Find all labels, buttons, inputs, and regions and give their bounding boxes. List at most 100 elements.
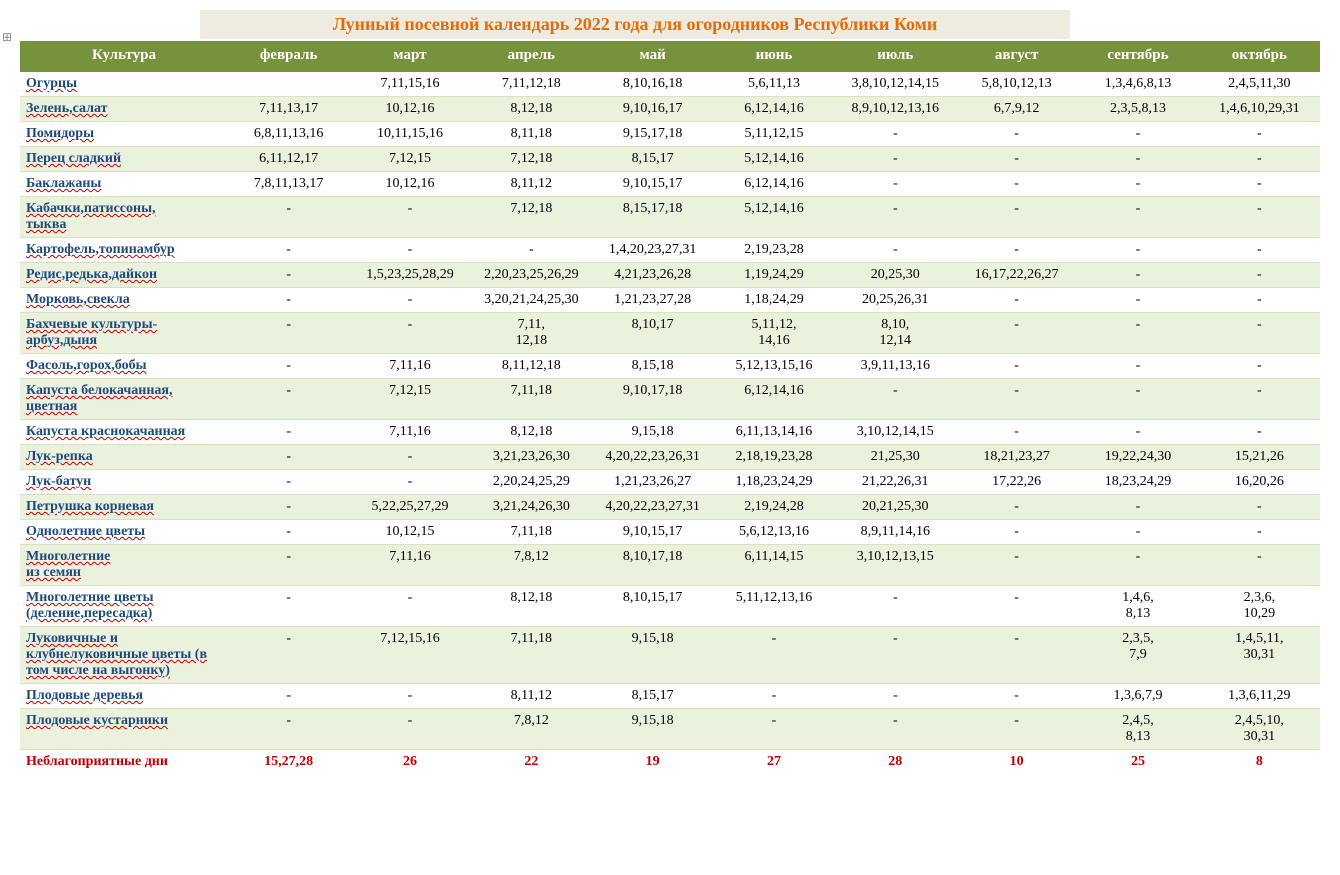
value-cell: 16,20,26 xyxy=(1199,470,1320,495)
col-month: февраль xyxy=(228,41,349,71)
value-cell: - xyxy=(835,709,956,750)
value-cell: 8,12,18 xyxy=(471,586,592,627)
value-cell: 8 xyxy=(1199,750,1320,775)
table-row: Капуста белокачанная, цветная-7,12,157,1… xyxy=(20,379,1320,420)
table-row: Помидоры6,8,11,13,1610,11,15,168,11,189,… xyxy=(20,122,1320,147)
value-cell: - xyxy=(228,520,349,545)
value-cell: - xyxy=(1199,122,1320,147)
table-row: Петрушка корневая-5,22,25,27,293,21,24,2… xyxy=(20,495,1320,520)
value-cell: - xyxy=(1199,520,1320,545)
value-cell: - xyxy=(1077,545,1198,586)
value-cell: - xyxy=(228,545,349,586)
value-cell: 5,11,12,13,16 xyxy=(713,586,834,627)
value-cell: 6,12,14,16 xyxy=(713,379,834,420)
table-row: Однолетние цветы-10,12,157,11,189,10,15,… xyxy=(20,520,1320,545)
value-cell: 6,11,12,17 xyxy=(228,147,349,172)
value-cell: - xyxy=(713,709,834,750)
culture-cell: Плодовые кустарники xyxy=(20,709,228,750)
value-cell: 20,25,26,31 xyxy=(835,288,956,313)
value-cell: - xyxy=(1077,313,1198,354)
value-cell: - xyxy=(1077,263,1198,288)
value-cell: 7,11,16 xyxy=(349,420,470,445)
value-cell: - xyxy=(349,313,470,354)
value-cell: 6,7,9,12 xyxy=(956,97,1077,122)
value-cell: - xyxy=(956,122,1077,147)
value-cell: 4,20,22,23,26,31 xyxy=(592,445,713,470)
value-cell: - xyxy=(228,495,349,520)
value-cell: 8,10,15,17 xyxy=(592,586,713,627)
value-cell: 1,4,6, 8,13 xyxy=(1077,586,1198,627)
value-cell: - xyxy=(956,238,1077,263)
culture-cell: Плодовые деревья xyxy=(20,684,228,709)
table-row: Морковь,свекла--3,20,21,24,25,301,21,23,… xyxy=(20,288,1320,313)
value-cell: 9,10,16,17 xyxy=(592,97,713,122)
culture-cell: Морковь,свекла xyxy=(20,288,228,313)
bad-days-row: Неблагоприятные дни15,27,282622192728102… xyxy=(20,750,1320,775)
value-cell: - xyxy=(713,627,834,684)
value-cell: - xyxy=(1077,288,1198,313)
value-cell: - xyxy=(228,627,349,684)
value-cell: 7,11,18 xyxy=(471,627,592,684)
table-row: Луковичные и клубнелуковичные цветы (в т… xyxy=(20,627,1320,684)
value-cell: 2,4,5,10, 30,31 xyxy=(1199,709,1320,750)
value-cell: - xyxy=(349,197,470,238)
value-cell: 5,12,13,15,16 xyxy=(713,354,834,379)
value-cell: 21,25,30 xyxy=(835,445,956,470)
value-cell: 9,10,15,17 xyxy=(592,172,713,197)
value-cell: - xyxy=(1077,354,1198,379)
value-cell: 2,18,19,23,28 xyxy=(713,445,834,470)
table-row: Картофель,топинамбур---1,4,20,23,27,312,… xyxy=(20,238,1320,263)
value-cell: - xyxy=(956,354,1077,379)
value-cell: 8,10,17,18 xyxy=(592,545,713,586)
anchor-icon: ⊞ xyxy=(2,30,12,45)
value-cell: 5,12,14,16 xyxy=(713,197,834,238)
value-cell: - xyxy=(1199,495,1320,520)
value-cell: - xyxy=(1077,238,1198,263)
value-cell: 5,6,12,13,16 xyxy=(713,520,834,545)
col-culture: Культура xyxy=(20,41,228,71)
value-cell: - xyxy=(1199,313,1320,354)
table-row: Лук-батун--2,20,24,25,291,21,23,26,271,1… xyxy=(20,470,1320,495)
value-cell: - xyxy=(956,313,1077,354)
table-row: Кабачки,патиссоны, тыква--7,12,188,15,17… xyxy=(20,197,1320,238)
value-cell: 3,21,24,26,30 xyxy=(471,495,592,520)
value-cell: - xyxy=(1077,122,1198,147)
value-cell: 1,18,23,24,29 xyxy=(713,470,834,495)
col-month: апрель xyxy=(471,41,592,71)
value-cell: 9,15,18 xyxy=(592,420,713,445)
col-month: август xyxy=(956,41,1077,71)
value-cell: 3,9,11,13,16 xyxy=(835,354,956,379)
table-row: Зелень,салат7,11,13,1710,12,168,12,189,1… xyxy=(20,97,1320,122)
value-cell: 25 xyxy=(1077,750,1198,775)
culture-cell: Луковичные и клубнелуковичные цветы (в т… xyxy=(20,627,228,684)
value-cell: - xyxy=(1199,263,1320,288)
value-cell: 6,8,11,13,16 xyxy=(228,122,349,147)
value-cell: 6,12,14,16 xyxy=(713,172,834,197)
table-row: Лук-репка--3,21,23,26,304,20,22,23,26,31… xyxy=(20,445,1320,470)
culture-cell: Баклажаны xyxy=(20,172,228,197)
value-cell: 15,21,26 xyxy=(1199,445,1320,470)
value-cell: - xyxy=(1077,495,1198,520)
value-cell: 1,3,6,7,9 xyxy=(1077,684,1198,709)
culture-cell: Кабачки,патиссоны, тыква xyxy=(20,197,228,238)
value-cell: 1,3,4,6,8,13 xyxy=(1077,71,1198,97)
value-cell: - xyxy=(835,197,956,238)
value-cell: 2,20,24,25,29 xyxy=(471,470,592,495)
value-cell: 2,3,6, 10,29 xyxy=(1199,586,1320,627)
culture-cell: Помидоры xyxy=(20,122,228,147)
value-cell: 8,15,17,18 xyxy=(592,197,713,238)
value-cell: - xyxy=(956,379,1077,420)
value-cell: - xyxy=(228,709,349,750)
value-cell: 8,11,12 xyxy=(471,172,592,197)
culture-cell: Перец сладкий xyxy=(20,147,228,172)
value-cell: 3,20,21,24,25,30 xyxy=(471,288,592,313)
value-cell: 2,20,23,25,26,29 xyxy=(471,263,592,288)
value-cell: 3,10,12,14,15 xyxy=(835,420,956,445)
value-cell: 2,19,23,28 xyxy=(713,238,834,263)
value-cell: - xyxy=(1199,238,1320,263)
value-cell: - xyxy=(228,420,349,445)
culture-cell: Картофель,топинамбур xyxy=(20,238,228,263)
value-cell: - xyxy=(956,545,1077,586)
value-cell: - xyxy=(956,495,1077,520)
value-cell: 7,12,15 xyxy=(349,147,470,172)
